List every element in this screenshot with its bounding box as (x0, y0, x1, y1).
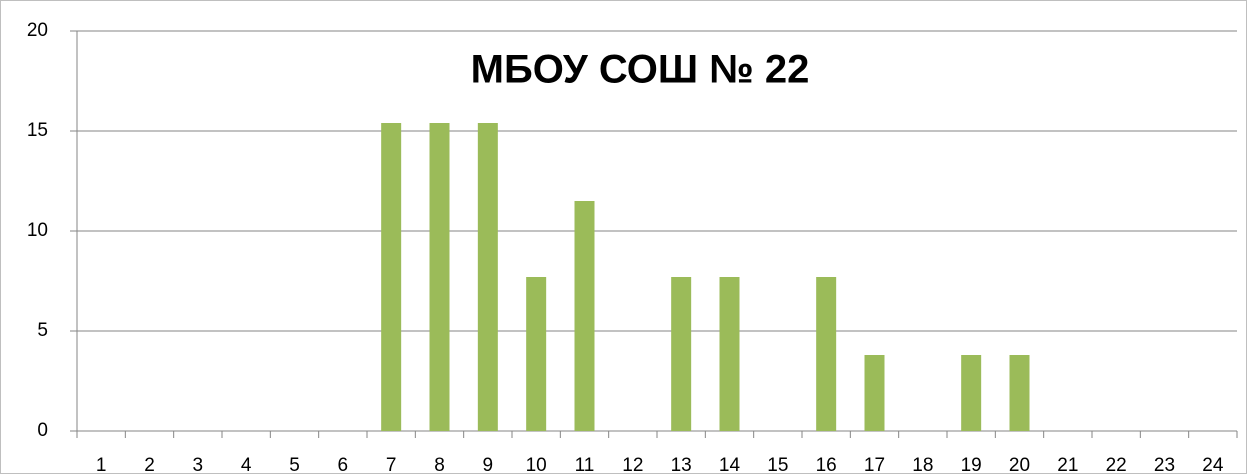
x-tick-label: 20 (1009, 455, 1030, 474)
y-tick-label: 5 (37, 320, 48, 341)
x-tick-label: 6 (338, 455, 349, 474)
x-tick-label: 8 (434, 455, 445, 474)
bar (429, 123, 450, 431)
x-tick-label: 24 (1202, 455, 1224, 474)
x-tick-label: 15 (767, 455, 788, 474)
y-tick-label: 0 (37, 420, 48, 441)
bar (816, 277, 837, 431)
x-tick-label: 16 (816, 455, 837, 474)
x-tick-label: 5 (289, 455, 300, 474)
x-tick-label: 9 (483, 455, 494, 474)
bar (477, 123, 498, 431)
x-tick-label: 17 (864, 455, 885, 474)
x-tick-label: 22 (1106, 455, 1127, 474)
x-tick-label: 18 (912, 455, 933, 474)
y-tick-label: 15 (27, 120, 48, 141)
x-tick-label: 11 (575, 455, 595, 474)
bar (719, 277, 740, 431)
bar (381, 123, 402, 431)
bar (1009, 355, 1030, 431)
x-tick-label: 21 (1057, 455, 1078, 474)
bar (574, 201, 595, 431)
x-tick-label: 4 (241, 455, 252, 474)
x-tick-label: 7 (386, 455, 397, 474)
y-tick-label: 10 (27, 220, 48, 241)
bar (526, 277, 547, 431)
x-tick-label: 2 (144, 455, 155, 474)
bar (671, 277, 692, 431)
x-tick-label: 19 (961, 455, 982, 474)
y-tick-label: 20 (27, 20, 48, 41)
chart-title: МБОУ СОШ № 22 (471, 48, 810, 92)
x-tick-label: 14 (719, 455, 741, 474)
x-tick-label: 23 (1154, 455, 1175, 474)
x-tick-label: 1 (96, 455, 107, 474)
x-tick-label: 13 (671, 455, 692, 474)
x-tick-label: 12 (622, 455, 643, 474)
x-tick-label: 10 (526, 455, 547, 474)
x-tick-label: 3 (193, 455, 204, 474)
bar (961, 355, 982, 431)
bar (864, 355, 885, 431)
